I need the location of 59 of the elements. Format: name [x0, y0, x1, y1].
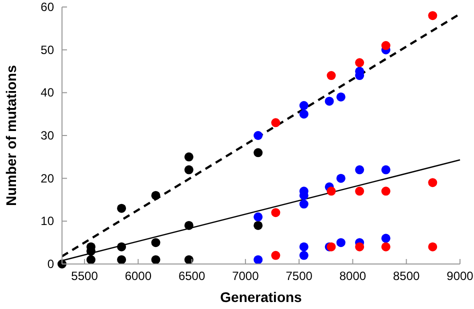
- point: [151, 255, 160, 264]
- point: [299, 110, 308, 119]
- x-axis-title: Generations: [220, 289, 302, 305]
- point: [381, 41, 390, 50]
- y-tick-label: 0: [47, 257, 54, 271]
- x-tick-label: 7000: [232, 269, 260, 283]
- y-tick-label: 20: [40, 171, 54, 186]
- point: [117, 255, 126, 264]
- point: [381, 186, 390, 196]
- x-tick-label: 5500: [71, 269, 98, 283]
- point: [336, 174, 346, 183]
- point: [299, 242, 308, 252]
- point: [299, 250, 308, 260]
- point: [326, 71, 336, 80]
- point: [428, 11, 438, 20]
- x-tick-label: 9000: [446, 269, 474, 283]
- point: [271, 208, 280, 218]
- point: [428, 242, 438, 252]
- point: [117, 204, 126, 213]
- point: [381, 234, 390, 243]
- y-tick-label: 50: [40, 42, 54, 57]
- point: [254, 131, 263, 140]
- y-axis-title: Number of mutations: [3, 64, 19, 206]
- y-tick-label: 30: [40, 128, 54, 142]
- point: [151, 190, 160, 200]
- x-tick-label: 7500: [286, 269, 313, 283]
- point: [355, 58, 364, 68]
- point: [336, 238, 346, 248]
- point: [151, 238, 160, 248]
- x-tick-label: 8500: [393, 269, 420, 283]
- point: [324, 96, 334, 106]
- point: [299, 200, 308, 209]
- point: [184, 220, 194, 230]
- point: [355, 165, 364, 174]
- y-tick-label: 40: [40, 86, 54, 100]
- point: [381, 165, 390, 174]
- point: [254, 148, 263, 158]
- point: [86, 255, 96, 264]
- x-tick-label: 6000: [124, 269, 152, 283]
- point: [336, 92, 346, 102]
- point: [254, 255, 263, 264]
- point: [184, 255, 194, 264]
- point: [254, 220, 263, 230]
- point: [299, 101, 308, 110]
- point: [117, 242, 126, 252]
- point: [381, 242, 390, 252]
- point: [428, 178, 438, 188]
- point: [271, 250, 280, 260]
- x-tick-label: 6500: [178, 269, 206, 283]
- point: [184, 152, 194, 162]
- point: [184, 165, 194, 174]
- x-tick-label: 8000: [339, 269, 366, 283]
- point: [326, 186, 336, 196]
- y-tick-label: 10: [40, 214, 54, 228]
- point: [271, 118, 280, 128]
- point: [355, 242, 364, 252]
- y-tick-label: 60: [40, 0, 54, 14]
- point: [355, 186, 364, 196]
- point: [254, 212, 263, 222]
